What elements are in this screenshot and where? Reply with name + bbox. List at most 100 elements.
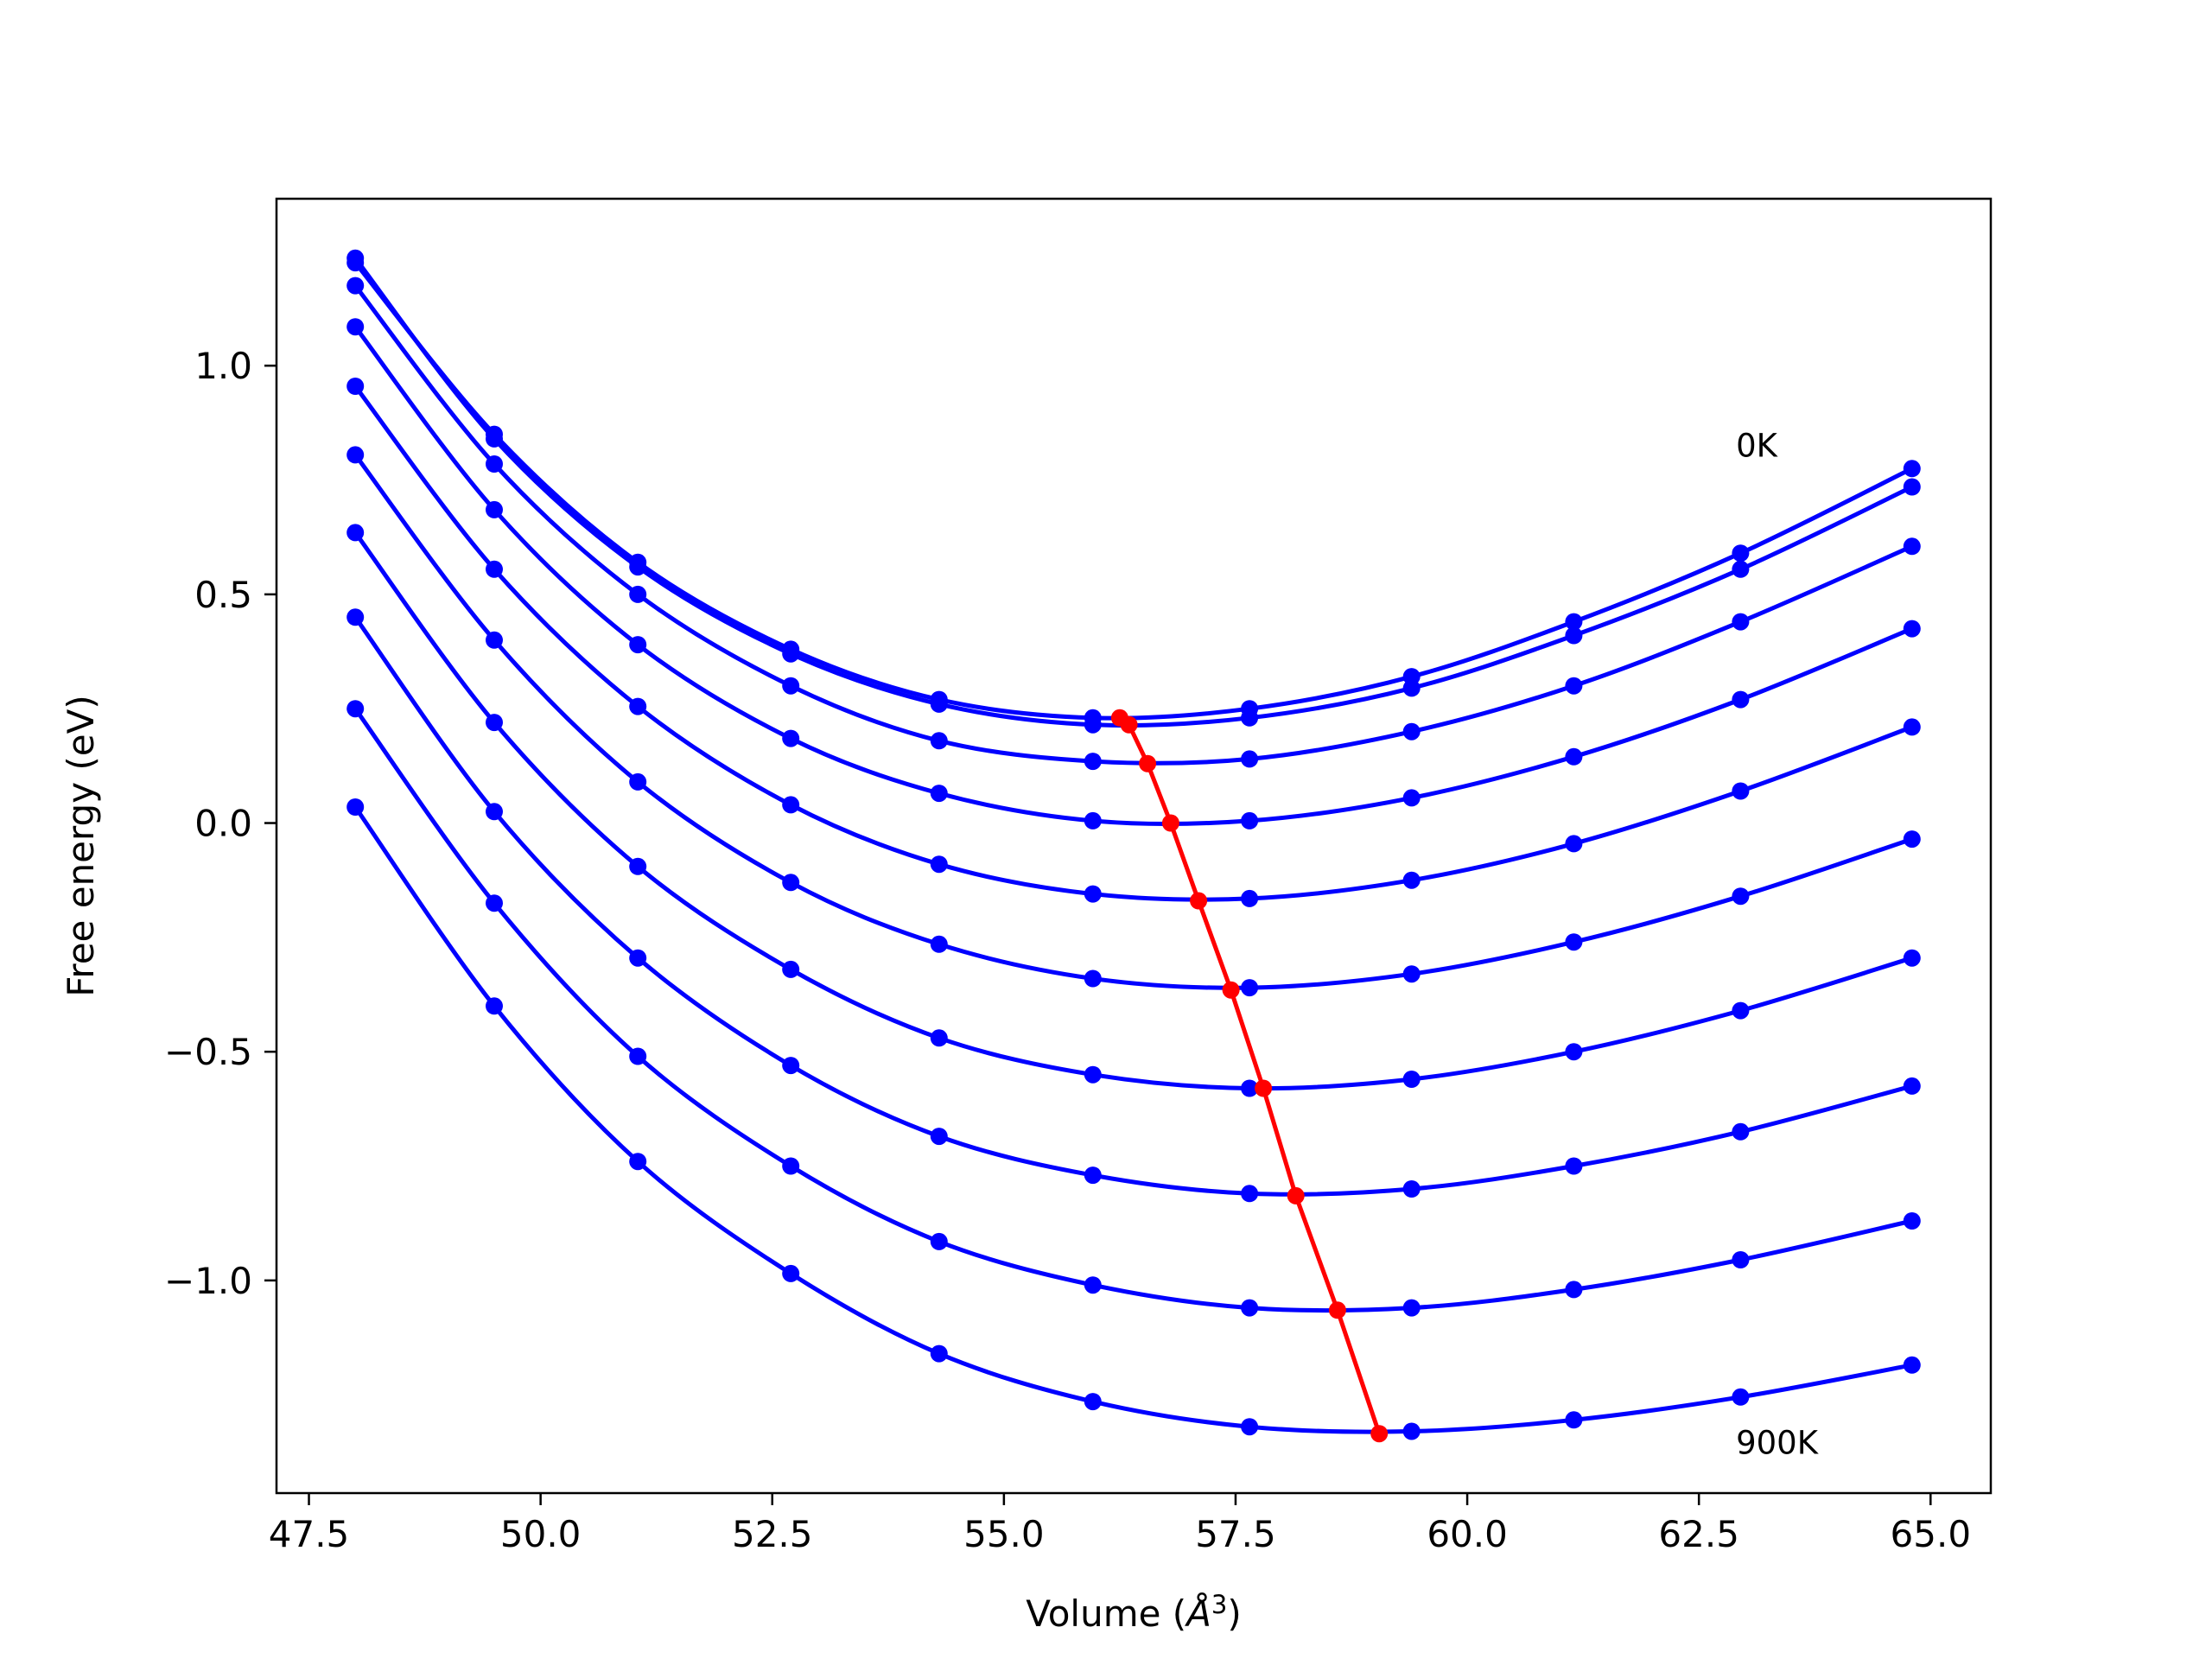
data-point-9-7 bbox=[1402, 1422, 1421, 1440]
data-point-6-8 bbox=[1565, 1043, 1583, 1061]
minimum-line bbox=[1118, 715, 1382, 1435]
y-tick-label: 0.5 bbox=[194, 574, 252, 616]
data-point-3-3 bbox=[782, 729, 800, 747]
data-point-4-5 bbox=[1084, 885, 1102, 903]
data-point-5-7 bbox=[1402, 965, 1421, 983]
x-axis-ticks: 47.5 50.0 52.5 55.0 57.5 60.0 62.5 65.0 bbox=[269, 1493, 1971, 1555]
data-point-5-8 bbox=[1565, 933, 1583, 951]
series-line-5 bbox=[353, 453, 1913, 990]
data-point-5-9 bbox=[1732, 887, 1750, 906]
minimum-point-5 bbox=[1222, 981, 1240, 999]
data-point-1-3 bbox=[782, 645, 800, 663]
data-point-2-8 bbox=[1565, 677, 1583, 695]
x-tick-label: 47.5 bbox=[269, 1513, 350, 1555]
data-point-7-2 bbox=[629, 949, 647, 967]
data-point-4-9 bbox=[1732, 782, 1750, 800]
data-point-1-8 bbox=[1565, 626, 1583, 645]
axes-frame bbox=[275, 197, 1993, 1495]
data-point-0-8 bbox=[1565, 613, 1583, 631]
data-point-4-6 bbox=[1241, 889, 1259, 907]
minimum-point-2 bbox=[1139, 754, 1157, 772]
data-point-7-9 bbox=[1732, 1122, 1750, 1141]
annotations: 0K 900K bbox=[1736, 427, 1820, 1461]
x-tick-label: 62.5 bbox=[1658, 1513, 1739, 1555]
data-point-2-5 bbox=[1084, 753, 1102, 771]
x-axis-label-close: ) bbox=[1227, 1592, 1241, 1635]
data-point-1-6 bbox=[1241, 709, 1259, 727]
data-point-9-4 bbox=[930, 1344, 948, 1363]
data-point-3-7 bbox=[1402, 789, 1421, 807]
x-axis-label: Volume (Å3) bbox=[1026, 1590, 1242, 1635]
plot-area bbox=[346, 249, 1921, 1443]
data-point-8-4 bbox=[930, 1232, 948, 1250]
data-point-5-1 bbox=[486, 631, 503, 649]
data-point-6-10 bbox=[1903, 949, 1921, 967]
x-tick-label: 55.0 bbox=[963, 1513, 1045, 1555]
data-point-6-4 bbox=[930, 1029, 948, 1047]
y-tick-label: −0.5 bbox=[164, 1031, 252, 1073]
data-point-5-6 bbox=[1241, 979, 1259, 997]
data-point-6-7 bbox=[1402, 1071, 1421, 1088]
series-line-7 bbox=[353, 615, 1913, 1197]
x-axis-label-symbol: Å bbox=[1184, 1592, 1211, 1635]
series-line-9 bbox=[353, 805, 1913, 1434]
minimum-point-8 bbox=[1328, 1301, 1346, 1319]
data-point-1-1 bbox=[486, 429, 503, 448]
data-point-9-2 bbox=[629, 1153, 647, 1171]
data-point-9-10 bbox=[1903, 1356, 1921, 1374]
data-point-2-1 bbox=[486, 455, 503, 473]
data-point-3-9 bbox=[1732, 690, 1750, 709]
data-point-3-0 bbox=[346, 318, 365, 336]
data-point-6-5 bbox=[1084, 1065, 1102, 1084]
data-point-6-0 bbox=[346, 524, 365, 542]
data-point-2-7 bbox=[1402, 722, 1421, 741]
data-point-3-4 bbox=[930, 785, 948, 803]
data-point-7-3 bbox=[782, 1057, 800, 1075]
x-tick-label: 50.0 bbox=[500, 1513, 582, 1555]
x-tick-label: 52.5 bbox=[732, 1513, 813, 1555]
data-point-9-1 bbox=[486, 997, 503, 1015]
data-point-9-9 bbox=[1732, 1388, 1750, 1406]
data-point-9-3 bbox=[782, 1264, 800, 1282]
data-point-1-5 bbox=[1084, 715, 1102, 734]
series-line-8 bbox=[353, 707, 1913, 1313]
data-point-7-0 bbox=[346, 608, 365, 626]
y-tick-label: −1.0 bbox=[164, 1260, 252, 1302]
data-point-2-3 bbox=[782, 677, 800, 695]
data-point-4-7 bbox=[1402, 871, 1421, 889]
data-point-8-6 bbox=[1241, 1299, 1259, 1317]
annotation-0k: 0K bbox=[1736, 427, 1779, 464]
data-point-7-7 bbox=[1402, 1180, 1421, 1198]
x-tick-label: 60.0 bbox=[1427, 1513, 1508, 1555]
data-point-3-1 bbox=[486, 500, 503, 518]
data-point-5-2 bbox=[629, 772, 647, 791]
x-tick-label: 57.5 bbox=[1195, 1513, 1276, 1555]
series-line-4 bbox=[353, 385, 1913, 902]
minimum-point-7 bbox=[1287, 1186, 1305, 1205]
y-tick-label: 0.0 bbox=[194, 803, 252, 845]
data-point-9-6 bbox=[1241, 1418, 1259, 1436]
data-point-9-5 bbox=[1084, 1393, 1102, 1411]
data-point-6-1 bbox=[486, 714, 503, 732]
data-point-5-5 bbox=[1084, 969, 1102, 988]
data-point-8-0 bbox=[346, 700, 365, 718]
data-point-3-8 bbox=[1565, 747, 1583, 766]
series-line-6 bbox=[353, 531, 1913, 1091]
data-point-3-2 bbox=[629, 636, 647, 654]
data-point-9-0 bbox=[346, 798, 365, 816]
minimum-point-6 bbox=[1255, 1079, 1273, 1097]
data-point-8-8 bbox=[1565, 1281, 1583, 1299]
data-point-0-9 bbox=[1732, 544, 1750, 563]
data-point-5-0 bbox=[346, 446, 365, 464]
data-point-3-6 bbox=[1241, 811, 1259, 830]
data-point-8-10 bbox=[1903, 1212, 1921, 1230]
data-point-2-10 bbox=[1903, 537, 1921, 556]
data-point-7-4 bbox=[930, 1128, 948, 1146]
y-tick-label: 1.0 bbox=[194, 345, 252, 387]
data-point-1-0 bbox=[346, 249, 365, 267]
minimum-point-4 bbox=[1190, 892, 1208, 910]
data-point-6-6 bbox=[1241, 1079, 1259, 1097]
minimum-point-9 bbox=[1370, 1425, 1389, 1443]
data-point-1-7 bbox=[1402, 679, 1421, 697]
